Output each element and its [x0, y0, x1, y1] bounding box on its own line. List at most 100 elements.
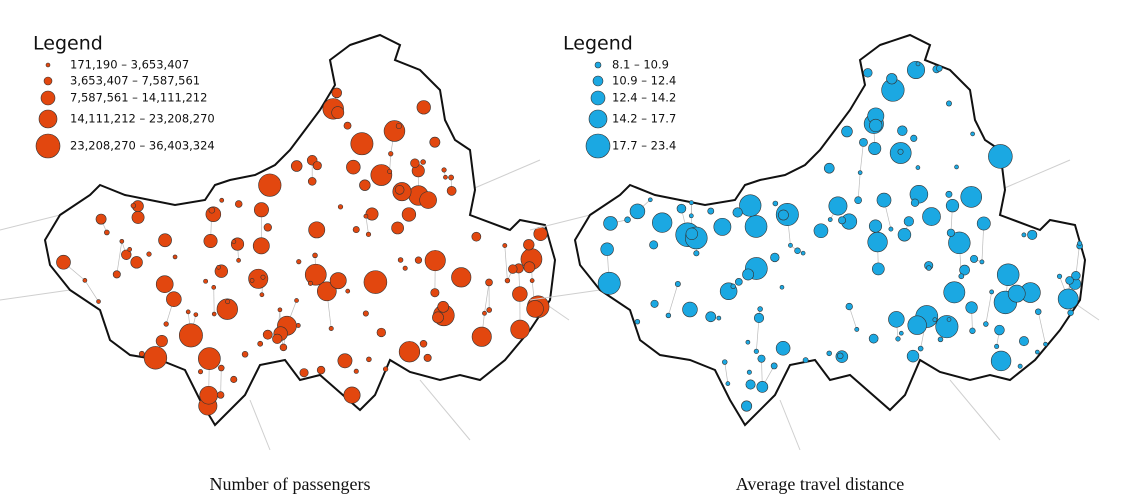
station — [211, 285, 217, 290]
station — [216, 265, 221, 270]
station — [398, 341, 421, 363]
station — [430, 288, 440, 298]
station — [897, 125, 908, 136]
station — [241, 351, 249, 358]
station — [388, 151, 394, 157]
station — [994, 343, 1000, 349]
station — [841, 125, 853, 138]
station — [365, 207, 379, 221]
station — [424, 250, 446, 272]
rail-line — [756, 317, 760, 352]
station — [533, 226, 548, 241]
station — [304, 263, 327, 286]
legend-swatch — [590, 90, 606, 106]
station — [926, 265, 932, 271]
station — [676, 203, 687, 214]
station — [1043, 341, 1048, 347]
station — [294, 298, 299, 303]
station — [960, 186, 983, 208]
station — [735, 278, 743, 286]
station — [1007, 284, 1026, 303]
station — [277, 307, 283, 313]
station — [828, 196, 848, 216]
station — [290, 160, 303, 172]
station — [329, 272, 347, 290]
station — [837, 352, 844, 360]
station — [647, 197, 653, 203]
station — [486, 307, 492, 313]
station — [959, 264, 970, 276]
station — [401, 207, 417, 222]
station — [316, 365, 326, 375]
rail-line — [84, 280, 99, 302]
station — [260, 274, 266, 280]
station — [753, 348, 759, 354]
station — [512, 286, 528, 302]
station — [917, 345, 924, 352]
station — [316, 281, 337, 302]
station — [199, 385, 218, 405]
station — [745, 379, 756, 390]
station — [705, 311, 717, 323]
station — [624, 216, 631, 223]
station — [779, 284, 785, 290]
station — [827, 217, 833, 222]
station — [1067, 309, 1074, 316]
station — [1018, 336, 1029, 347]
station — [363, 213, 369, 219]
station — [996, 263, 1020, 286]
station — [526, 300, 544, 318]
station — [969, 327, 976, 334]
station — [346, 159, 361, 175]
station — [104, 229, 110, 236]
station — [328, 326, 334, 331]
rail-line — [116, 241, 123, 275]
station — [130, 256, 143, 269]
station — [685, 227, 698, 240]
station — [823, 162, 835, 174]
station — [757, 306, 763, 312]
station — [867, 231, 888, 253]
station — [756, 381, 769, 393]
station — [295, 323, 301, 328]
station — [387, 169, 393, 175]
station — [362, 310, 369, 317]
context-line — [419, 379, 471, 441]
station — [1035, 308, 1042, 315]
station — [915, 61, 921, 67]
station — [307, 280, 313, 286]
station — [732, 207, 743, 218]
station — [682, 301, 698, 318]
caption: Average travel distance — [736, 474, 905, 494]
context-line — [0, 289, 71, 301]
station — [502, 243, 508, 248]
station — [441, 167, 447, 173]
rail-line — [220, 368, 222, 395]
rail-line — [859, 142, 864, 173]
station — [383, 120, 406, 142]
station — [876, 192, 892, 208]
station — [394, 185, 405, 195]
station — [249, 278, 255, 283]
station — [471, 326, 492, 347]
station — [471, 231, 482, 242]
station — [932, 317, 938, 323]
station — [854, 196, 862, 205]
context-line — [0, 214, 61, 231]
station — [397, 257, 404, 263]
station — [906, 349, 920, 363]
station — [922, 207, 941, 226]
station — [510, 319, 530, 340]
station — [778, 209, 789, 221]
station — [895, 336, 901, 342]
station — [634, 318, 641, 325]
rail-line — [484, 282, 490, 314]
station — [382, 366, 389, 372]
station — [915, 165, 921, 170]
station — [650, 299, 659, 308]
station — [423, 353, 432, 362]
station — [419, 340, 428, 348]
station — [1056, 273, 1063, 279]
station — [366, 356, 372, 363]
